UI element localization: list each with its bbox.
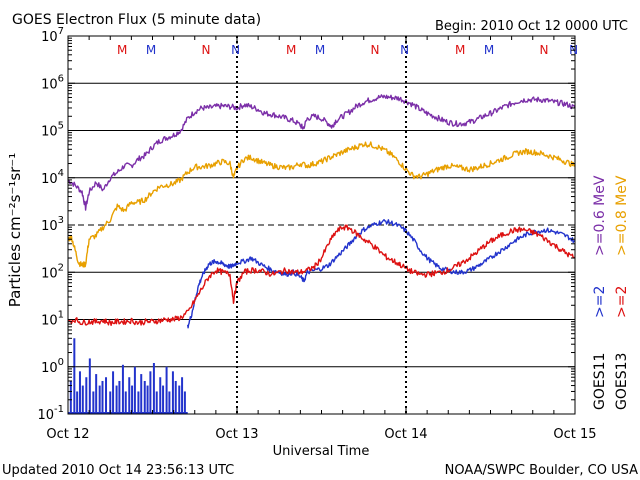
legend: GOES11 >=2 >=0.6 MeV GOES13 >=2 >=0.8 MeV: [592, 175, 630, 410]
series-line: [67, 94, 576, 211]
satellite-marker: N: [202, 43, 211, 57]
y-tick-label: 102: [41, 262, 64, 281]
satellite-marker: M: [455, 43, 465, 57]
chart-title: GOES Electron Flux (5 minute data): [12, 12, 261, 28]
series-layer: [67, 94, 576, 414]
y-tick-label: 107: [41, 26, 64, 45]
satellite-marker: M: [484, 43, 494, 57]
satellite-marker: M: [146, 43, 156, 57]
series-line: [68, 224, 576, 326]
satellite-marker: M: [315, 43, 325, 57]
satellite-marker: N: [540, 43, 549, 57]
y-tick-label: 103: [41, 215, 64, 234]
y-tick-label: 101: [41, 310, 64, 329]
legend-satellite: GOES11: [592, 353, 608, 410]
x-tick-label: Oct 12: [46, 427, 89, 442]
y-axis-label: Particles cm⁻²s⁻¹sr⁻¹: [6, 153, 24, 307]
x-tick-label: Oct 14: [384, 427, 427, 442]
x-tick-label: Oct 13: [215, 427, 258, 442]
satellite-marker: M: [286, 43, 296, 57]
y-tick-label: 104: [41, 168, 64, 187]
y-tick-label: 100: [41, 357, 64, 376]
data-source: NOAA/SWPC Boulder, CO USA: [445, 463, 638, 478]
x-tick-label: Oct 15: [553, 427, 596, 442]
begin-label: Begin: 2010 Oct 12 0000 UTC: [435, 19, 628, 34]
legend-energy-label: >=0.8 MeV: [614, 175, 630, 256]
legend-group: GOES13 >=2 >=0.8 MeV: [614, 175, 630, 410]
y-tick-label: 105: [41, 121, 64, 140]
series-spikes: [68, 338, 188, 414]
legend-satellite: GOES13: [614, 353, 630, 410]
legend-energy-label: >=2: [592, 286, 608, 318]
updated-timestamp: Updated 2010 Oct 14 23:56:13 UTC: [2, 463, 234, 478]
y-tick-label: 106: [41, 73, 64, 92]
x-axis-label: Universal Time: [273, 444, 370, 459]
satellite-marker: N: [371, 43, 380, 57]
series-line: [67, 141, 576, 268]
legend-group: GOES11 >=2 >=0.6 MeV: [592, 175, 608, 410]
series-line: [187, 219, 576, 329]
satellite-marker: N: [400, 43, 409, 57]
legend-energy-label: >=0.6 MeV: [592, 175, 608, 256]
y-tick-label: 10-1: [37, 404, 64, 423]
satellite-marker: N: [231, 43, 240, 57]
satellite-marker: M: [117, 43, 127, 57]
x-axis-ticks: Oct 12 Oct 13 Oct 14 Oct 15: [46, 36, 597, 442]
legend-energy-label: >=2: [614, 286, 630, 318]
midnight-lines: [236, 36, 407, 414]
y-axis-ticks: 10-1 100 101 102 103 104 105 106 107: [37, 26, 575, 423]
